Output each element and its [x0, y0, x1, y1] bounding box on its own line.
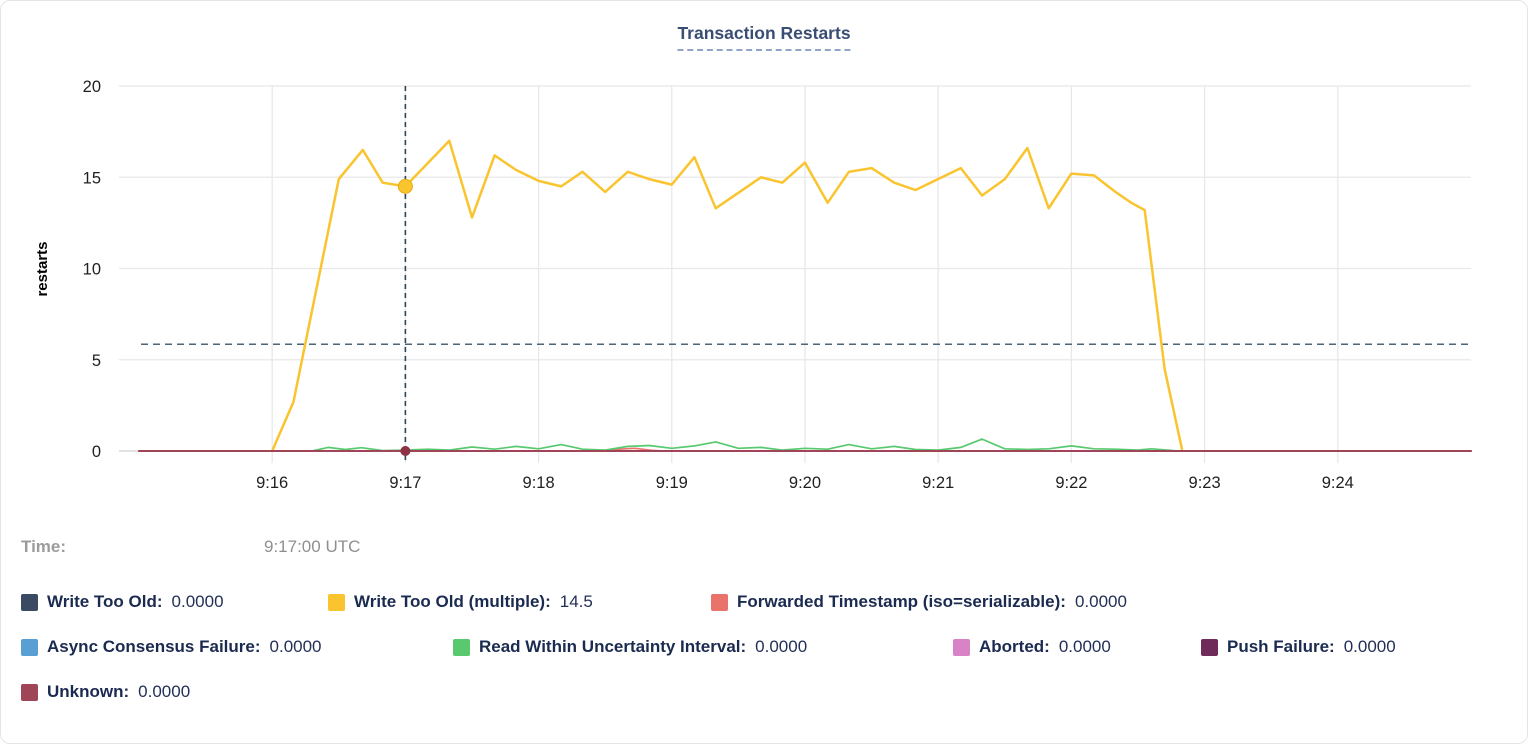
- legend-item: Aborted: 0.0000: [953, 637, 1111, 657]
- legend-item: Write Too Old: 0.0000: [21, 592, 224, 612]
- legend-item: Async Consensus Failure: 0.0000: [21, 637, 322, 657]
- legend-item: Unknown: 0.0000: [21, 682, 190, 702]
- svg-text:9:24: 9:24: [1322, 474, 1354, 492]
- legend-value: 0.0000: [1343, 637, 1396, 656]
- grid-lines: [119, 85, 1471, 463]
- hover-dot-zero: [400, 446, 411, 456]
- legend-swatch: [1201, 638, 1218, 656]
- legend-value: 0.0000: [1058, 637, 1111, 656]
- legend-swatch: [328, 593, 345, 611]
- svg-text:10: 10: [83, 261, 101, 279]
- legend-swatch: [711, 593, 728, 611]
- svg-text:9:16: 9:16: [256, 474, 288, 492]
- legend-value: 0.0000: [269, 637, 322, 656]
- chart-series: [138, 139, 1472, 453]
- svg-text:15: 15: [83, 169, 101, 187]
- svg-text:5: 5: [92, 352, 101, 370]
- legend-label: Read Within Uncertainty Interval:: [479, 637, 747, 656]
- legend-swatch: [21, 683, 38, 701]
- axis-labels: 0 5 10 15 20 9:16 9:17 9:18 9:19 9:20 9:21 9:22 9:23…: [83, 78, 1354, 492]
- legend-swatch: [21, 593, 38, 611]
- chart-title[interactable]: Transaction Restarts: [677, 23, 851, 51]
- legend-label: Aborted:: [979, 637, 1050, 656]
- transaction-restarts-chart[interactable]: 0 5 10 15 20 9:16 9:17 9:18 9:19 9:20 9:21 9:22 9:23…: [1, 1, 1528, 521]
- legend-label: Write Too Old:: [47, 592, 163, 611]
- legend-label: Async Consensus Failure:: [47, 637, 261, 656]
- series-line: [270, 139, 1184, 453]
- svg-text:9:20: 9:20: [789, 474, 821, 492]
- legend-item: Push Failure: 0.0000: [1201, 637, 1396, 657]
- hover-dot-highlight: [397, 178, 413, 194]
- legend-item: Read Within Uncertainty Interval: 0.0000: [453, 637, 807, 657]
- svg-text:9:21: 9:21: [922, 474, 954, 492]
- legend-item: Forwarded Timestamp (iso=serializable): 0…: [711, 592, 1127, 612]
- legend-label: Forwarded Timestamp (iso=serializable):: [737, 592, 1066, 611]
- svg-text:9:18: 9:18: [523, 474, 555, 492]
- svg-text:9:22: 9:22: [1055, 474, 1087, 492]
- legend-label: Unknown:: [47, 682, 130, 701]
- legend-swatch: [453, 638, 470, 656]
- series-line: [138, 438, 1472, 452]
- legend-value: 14.5: [559, 592, 593, 611]
- legend-item: Write Too Old (multiple): 14.5: [328, 592, 593, 612]
- legend-value: 0.0000: [1074, 592, 1127, 611]
- time-label: Time:: [21, 537, 67, 556]
- svg-text:9:23: 9:23: [1189, 474, 1221, 492]
- svg-text:20: 20: [83, 78, 101, 96]
- legend-label: Write Too Old (multiple):: [354, 592, 551, 611]
- legend-value: 0.0000: [138, 682, 191, 701]
- legend-value: 0.0000: [755, 637, 808, 656]
- svg-text:0: 0: [92, 443, 101, 461]
- time-value: 9:17:00 UTC: [264, 537, 361, 556]
- crosshair: [397, 86, 413, 463]
- legend-label: Push Failure:: [1227, 637, 1335, 656]
- svg-text:9:19: 9:19: [656, 474, 688, 492]
- legend-swatch: [21, 638, 38, 656]
- svg-text:9:17: 9:17: [389, 474, 421, 492]
- y-axis-title: restarts: [34, 241, 51, 296]
- legend-swatch: [953, 638, 970, 656]
- legend-value: 0.0000: [171, 592, 224, 611]
